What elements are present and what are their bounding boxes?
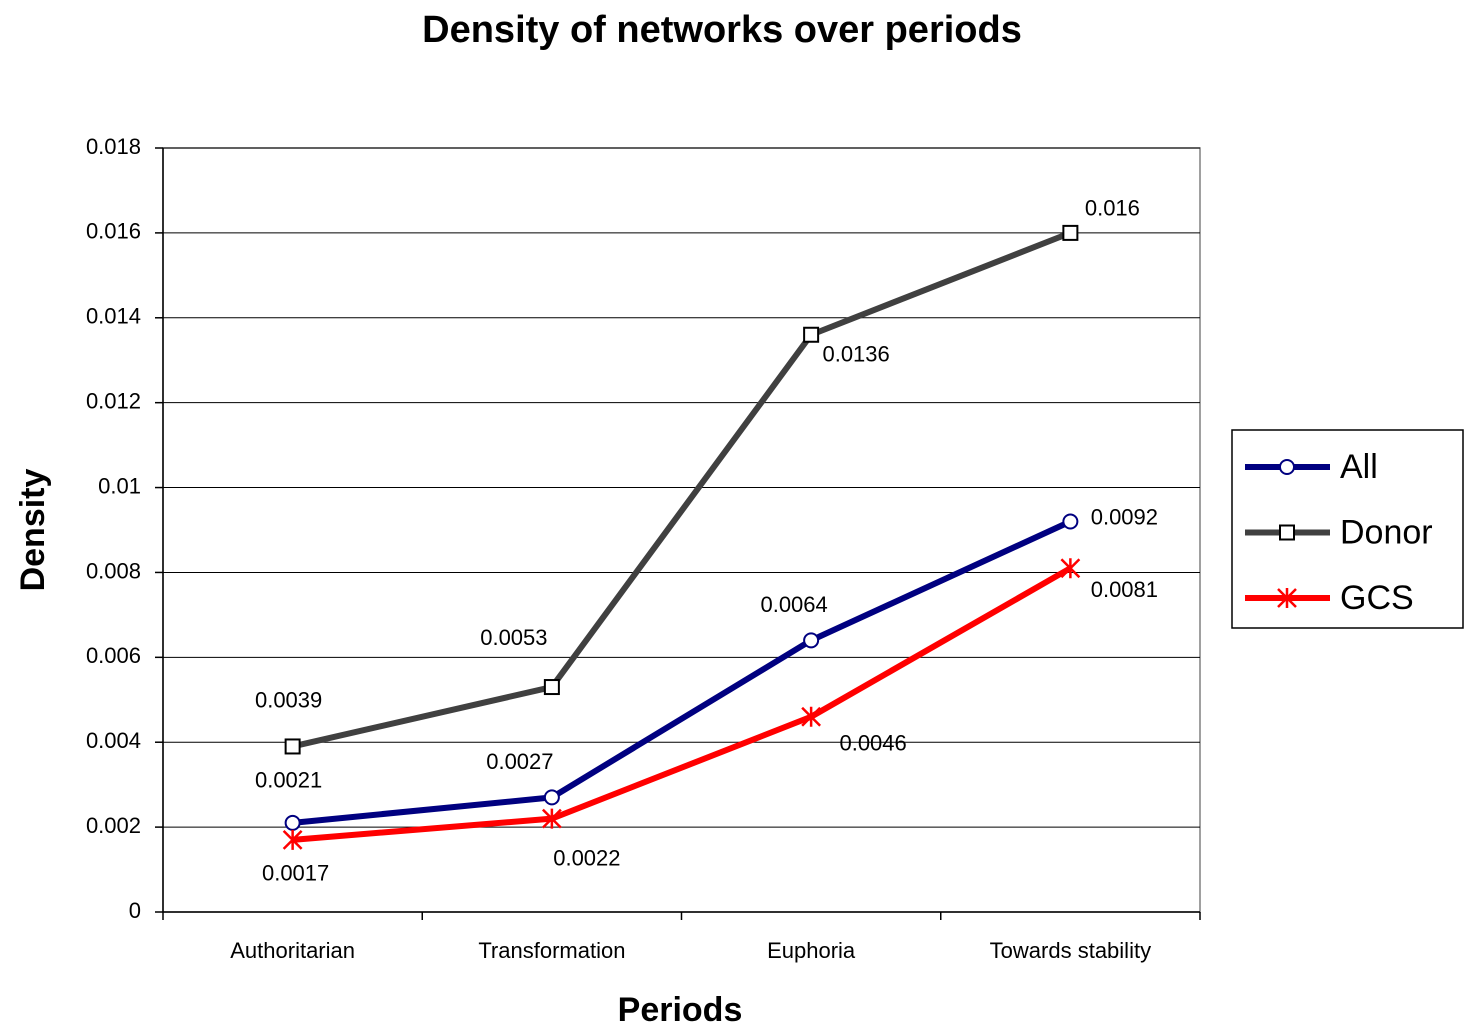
y-tick-label: 0.01 — [98, 473, 141, 498]
line — [292, 518, 1072, 826]
marker — [1277, 588, 1297, 608]
data-label: 0.0136 — [822, 342, 889, 367]
plot-frame — [162, 147, 1201, 913]
y-tick-label: 0.016 — [86, 219, 141, 244]
marker — [1279, 524, 1295, 541]
legend-label: Donor — [1340, 513, 1433, 551]
line — [292, 565, 1072, 843]
y-tick-label: 0.004 — [86, 728, 141, 753]
marker — [543, 789, 560, 806]
y-axis-label: Density — [14, 469, 52, 592]
data-label: 0.0039 — [255, 687, 322, 712]
x-tick-label: Authoritarian — [230, 938, 355, 963]
marker — [1062, 513, 1079, 530]
legend-label: GCS — [1340, 579, 1414, 617]
y-tick-label: 0.012 — [86, 388, 141, 413]
x-tick-label: Transformation — [478, 938, 625, 963]
data-label: 0.0027 — [486, 749, 553, 774]
y-tick-label: 0.006 — [86, 643, 141, 668]
data-label: 0.0092 — [1091, 504, 1158, 529]
marker — [1060, 558, 1081, 579]
data-label: 0.0022 — [553, 845, 620, 870]
x-axis-label: Periods — [618, 991, 743, 1029]
y-tick-label: 0 — [129, 898, 141, 923]
y-tick-label: 0.018 — [86, 134, 141, 159]
marker — [284, 814, 301, 831]
x-tick-label: Towards stability — [990, 938, 1151, 963]
data-label: 0.016 — [1085, 196, 1140, 221]
line — [291, 230, 1072, 750]
data-label: 0.0017 — [262, 861, 329, 886]
marker — [803, 632, 820, 649]
chart-title: Density of networks over periods — [422, 9, 1022, 51]
marker — [803, 326, 820, 343]
marker — [543, 679, 560, 696]
marker — [282, 829, 303, 850]
marker — [1279, 459, 1295, 475]
data-label: 0.0046 — [839, 731, 906, 756]
marker — [284, 738, 301, 755]
data-label: 0.0081 — [1091, 577, 1158, 602]
y-tick-label: 0.008 — [86, 558, 141, 583]
data-label: 0.0053 — [480, 625, 547, 650]
x-tick-label: Euphoria — [767, 938, 856, 963]
marker — [541, 808, 562, 829]
legend-box — [1231, 429, 1464, 629]
marker — [801, 706, 822, 727]
marker — [1062, 224, 1079, 241]
y-tick-label: 0.002 — [86, 813, 141, 838]
data-label: 0.0064 — [760, 592, 827, 617]
data-label: 0.0021 — [255, 768, 322, 793]
legend-label: All — [1340, 448, 1378, 486]
y-tick-label: 0.014 — [86, 304, 141, 329]
